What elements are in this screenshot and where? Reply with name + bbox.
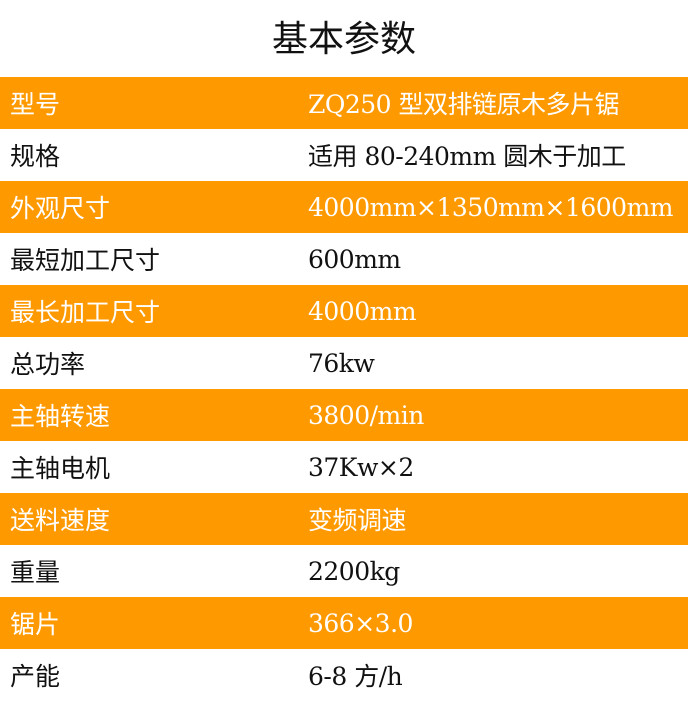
table-row: 主轴转速 3800/min (0, 389, 688, 441)
spec-table: 型号 ZQ250 型双排链原木多片锯规格 适用 80-240mm 圆木于加工外观尺寸… (0, 77, 688, 701)
spec-label: 规格 (10, 142, 61, 171)
spec-value: 366×3.0 (308, 608, 413, 638)
page-title: 基本参数 (271, 19, 416, 60)
spec-label: 主轴电机 (10, 454, 111, 483)
spec-label: 型号 (10, 90, 61, 119)
table-row: 规格 适用 80-240mm 圆木于加工 (0, 129, 688, 181)
table-row: 型号 ZQ250 型双排链原木多片锯 (0, 77, 688, 129)
spec-label: 送料速度 (10, 506, 111, 535)
spec-label: 外观尺寸 (10, 194, 111, 223)
spec-value: 4000mm×1350mm×1600mm (308, 192, 674, 222)
spec-label: 重量 (10, 558, 61, 587)
spec-label: 最短加工尺寸 (10, 246, 161, 275)
spec-value: 600mm (308, 244, 401, 274)
table-row: 外观尺寸 4000mm×1350mm×1600mm (0, 181, 688, 233)
spec-value: 适用 80-240mm 圆木于加工 (308, 142, 626, 171)
spec-label: 锯片 (10, 610, 61, 639)
table-row: 产能 6-8 方/h (0, 649, 688, 701)
table-row: 锯片 366×3.0 (0, 597, 688, 649)
spec-value: 76kw (308, 348, 375, 378)
table-row: 最长加工尺寸 4000mm (0, 285, 688, 337)
spec-value: ZQ250 型双排链原木多片锯 (308, 90, 620, 119)
table-row: 最短加工尺寸 600mm (0, 233, 688, 285)
spec-label: 产能 (10, 662, 61, 691)
table-row: 主轴电机 37Kw×2 (0, 441, 688, 493)
spec-label: 主轴转速 (10, 402, 111, 431)
spec-value: 3800/min (308, 400, 424, 430)
table-row: 总功率 76kw (0, 337, 688, 389)
spec-label: 总功率 (10, 350, 86, 379)
spec-label: 最长加工尺寸 (10, 298, 161, 327)
table-row: 送料速度 变频调速 (0, 493, 688, 545)
spec-value: 37Kw×2 (308, 452, 414, 482)
spec-value: 6-8 方/h (308, 662, 403, 691)
spec-value: 变频调速 (308, 506, 407, 535)
spec-value: 4000mm (308, 296, 417, 326)
spec-value: 2200kg (308, 556, 400, 586)
table-row: 重量 2200kg (0, 545, 688, 597)
